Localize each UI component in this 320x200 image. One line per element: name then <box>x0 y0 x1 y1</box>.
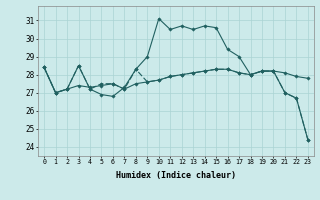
X-axis label: Humidex (Indice chaleur): Humidex (Indice chaleur) <box>116 171 236 180</box>
